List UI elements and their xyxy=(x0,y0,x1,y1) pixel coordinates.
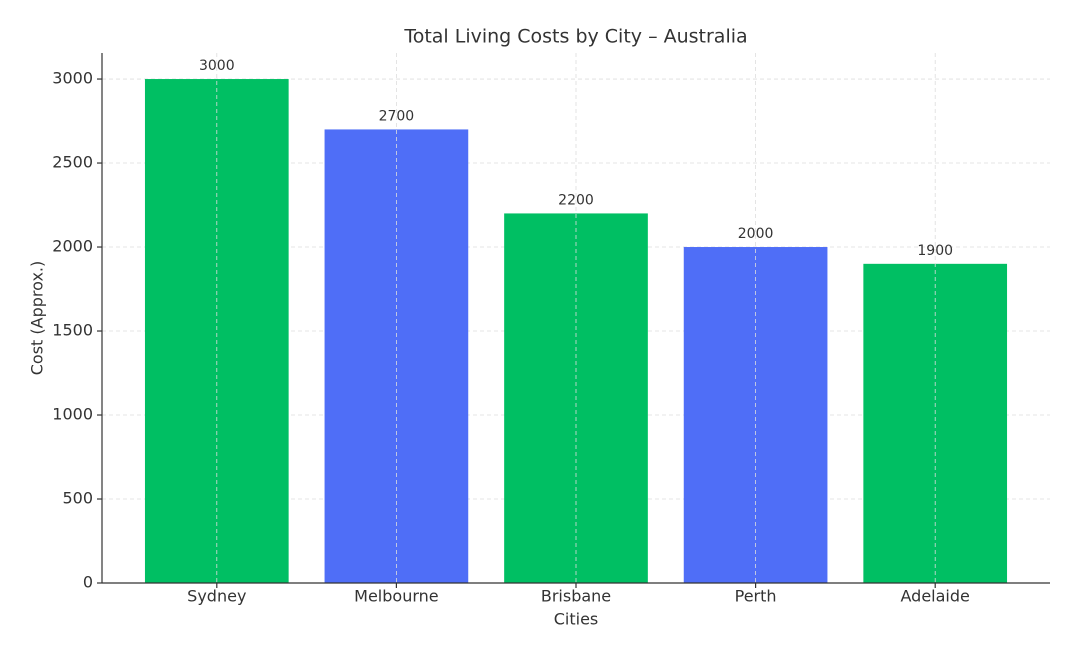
x-axis-label: Cities xyxy=(554,610,599,629)
x-tick-label: Adelaide xyxy=(901,587,970,606)
bar xyxy=(683,247,828,583)
x-tick-label: Melbourne xyxy=(354,587,438,606)
y-tick-label: 1500 xyxy=(52,321,93,340)
chart-title: Total Living Costs by City – Australia xyxy=(403,26,747,48)
y-tick-label: 3000 xyxy=(52,69,93,88)
bar xyxy=(144,79,289,584)
y-tick-label: 1000 xyxy=(52,405,93,424)
bar xyxy=(863,263,1008,583)
y-tick-label: 2500 xyxy=(52,153,93,172)
x-tick-label: Brisbane xyxy=(541,587,611,606)
x-tick-label: Sydney xyxy=(187,587,246,606)
y-tick-label: 0 xyxy=(83,573,93,592)
data-label: 2000 xyxy=(738,226,774,242)
y-axis-label: Cost (Approx.) xyxy=(28,261,47,375)
x-tick-label: Perth xyxy=(735,587,777,606)
data-label: 3000 xyxy=(199,58,235,74)
y-tick-label: 2000 xyxy=(52,237,93,256)
y-tick-label: 500 xyxy=(62,489,93,508)
